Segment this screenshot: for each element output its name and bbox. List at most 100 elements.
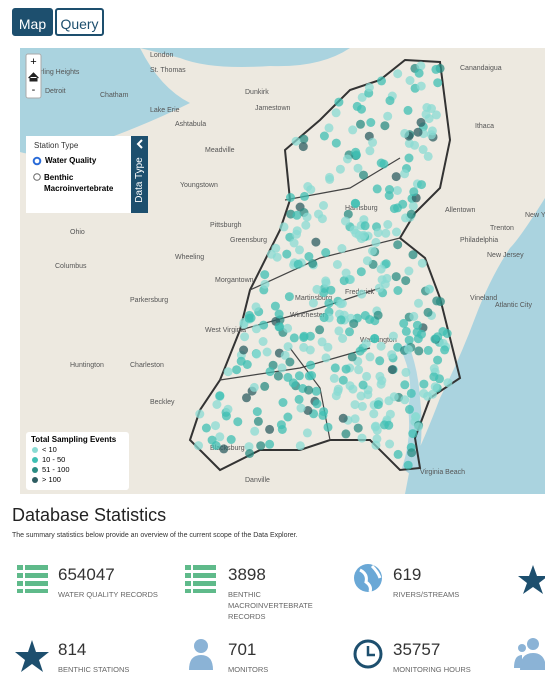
station-dot — [350, 414, 360, 424]
tab-query[interactable]: Query — [55, 8, 104, 36]
station-dot — [260, 279, 270, 289]
place-label: Pittsburgh — [210, 222, 242, 229]
station-dot — [400, 380, 410, 390]
station-dot — [417, 180, 426, 190]
station-dot — [242, 360, 252, 369]
map[interactable]: London St. Thomas Sterling Heights Detroit C… — [20, 48, 545, 494]
radio[interactable] — [33, 173, 41, 181]
station-dot — [324, 123, 334, 133]
legend-title: Total Sampling Events — [31, 435, 117, 444]
station-dot — [324, 298, 334, 308]
station-dot — [286, 193, 295, 202]
place-label: Parkersburg — [130, 297, 168, 304]
station-dot — [265, 424, 275, 434]
station-dot — [388, 331, 398, 341]
chevron — [136, 139, 143, 149]
icon-star — [518, 565, 545, 594]
station-dot — [429, 364, 439, 373]
station-dot — [266, 249, 276, 259]
station-dot — [345, 381, 355, 391]
place-label: Ashtabula — [175, 121, 206, 128]
station-dot — [433, 78, 443, 88]
stat-label: WATER QUALITY RECORDS — [58, 590, 158, 599]
station-dot — [239, 345, 249, 355]
station-dot — [304, 252, 314, 261]
station-dot — [291, 136, 301, 146]
stat-label: MONITORS — [228, 665, 269, 674]
station-dot — [299, 333, 309, 342]
station-dot — [306, 360, 316, 370]
data-type-label[interactable]: Data Type — [134, 157, 145, 203]
station-dot — [265, 367, 275, 377]
zoom-in[interactable]: + — [30, 56, 36, 68]
station-dot — [221, 411, 231, 421]
icon-list — [17, 565, 48, 593]
tab-map[interactable]: Map — [12, 8, 53, 36]
station-dot — [424, 284, 434, 294]
station-dot — [201, 423, 211, 433]
station-dot — [296, 403, 306, 413]
place-label: Greensburg — [230, 237, 267, 244]
station-dot — [338, 375, 348, 385]
station-dot — [393, 240, 403, 250]
station-dot — [414, 298, 423, 308]
option[interactable]: Water Quality — [45, 156, 97, 165]
station-dot — [283, 342, 293, 352]
station-dot — [194, 441, 203, 451]
data-type-tab[interactable] — [131, 136, 148, 213]
station-dot — [274, 322, 284, 332]
place-label: Vineland — [470, 295, 497, 302]
place-label: Harrisburg — [345, 205, 378, 212]
station-dot — [273, 371, 283, 381]
place-label: Jamestown — [255, 105, 291, 112]
station-dot — [422, 103, 432, 112]
station-dot — [409, 311, 419, 321]
station-dot — [385, 185, 394, 194]
station-dot — [401, 276, 411, 286]
station-dot — [392, 227, 401, 237]
option[interactable]: Benthic Macroinvertebrate — [44, 173, 114, 193]
station-dot — [350, 198, 360, 208]
icon-list — [185, 565, 216, 593]
station-dot — [285, 357, 295, 367]
station-dot — [419, 379, 429, 389]
place-label: New Jersey — [487, 252, 524, 259]
ocean — [405, 198, 545, 494]
station-dot — [283, 412, 293, 422]
station-dot — [211, 421, 220, 431]
station-dot — [306, 185, 316, 195]
panel-title: Station Type — [34, 141, 79, 150]
stat-value: 814 — [58, 640, 87, 659]
station-dot — [280, 350, 290, 360]
station-dot — [356, 119, 365, 129]
home-button[interactable] — [28, 72, 39, 82]
station-dot — [293, 259, 303, 269]
station-dot — [321, 353, 331, 363]
station-dot — [358, 380, 368, 390]
station-dot — [245, 449, 255, 458]
place-label: Chatham — [100, 92, 129, 99]
station-dot — [334, 97, 344, 107]
station-dot — [319, 313, 329, 323]
zoom-out[interactable]: - — [32, 84, 36, 96]
stat-label: RIVERS/STREAMS — [393, 590, 460, 599]
station-dot — [407, 448, 417, 458]
place-label: Columbus — [55, 263, 87, 270]
station-dot — [319, 201, 328, 210]
place-label: Danville — [245, 477, 270, 484]
station-dot — [357, 104, 366, 114]
station-dot — [372, 434, 382, 444]
station-dot — [300, 191, 309, 201]
station-dot — [356, 267, 366, 277]
place-label: Detroit — [45, 88, 66, 95]
station-dot — [339, 276, 349, 286]
radio-selected[interactable] — [32, 156, 42, 166]
place-label: Allentown — [445, 207, 475, 214]
stat-label: MONITORING HOURS — [393, 665, 471, 674]
station-dot — [353, 423, 363, 433]
station-dot — [371, 237, 381, 247]
station-dot — [341, 216, 350, 226]
station-dot — [292, 229, 301, 239]
station-dot — [433, 355, 443, 365]
place-label: West Virginia — [205, 327, 246, 334]
